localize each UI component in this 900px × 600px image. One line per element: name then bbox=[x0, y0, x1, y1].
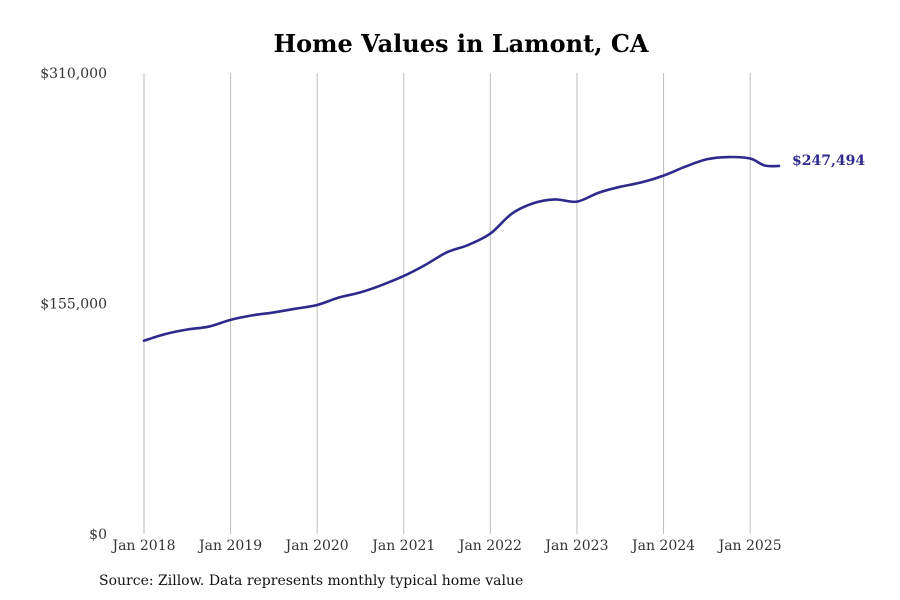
source-note: Source: Zillow. Data represents monthly … bbox=[99, 573, 524, 589]
x-axis-ticks: Jan 2018 Jan 2019 Jan 2020 Jan 2021 Jan 2022… bbox=[110, 538, 781, 554]
y-tick-label: $0 bbox=[89, 527, 107, 543]
home-value-line bbox=[142, 155, 781, 342]
x-tick-label: Jan 2018 bbox=[110, 538, 175, 554]
x-tick-label: Jan 2024 bbox=[630, 538, 695, 554]
x-tick-label: Jan 2019 bbox=[197, 538, 262, 554]
x-tick-label: Jan 2023 bbox=[543, 538, 608, 554]
grid-lines bbox=[143, 73, 751, 534]
y-tick-label: $310,000 bbox=[40, 66, 107, 82]
chart-title: Home Values in Lamont, CA bbox=[273, 29, 648, 58]
x-tick-label: Jan 2025 bbox=[717, 538, 782, 554]
y-tick-label: $155,000 bbox=[40, 297, 107, 313]
y-axis-ticks: $0 $155,000 $310,000 bbox=[40, 66, 107, 543]
x-tick-label: Jan 2020 bbox=[284, 538, 349, 554]
end-value-label: $247,494 bbox=[792, 153, 865, 169]
x-tick-label: Jan 2021 bbox=[370, 538, 435, 554]
x-tick-label: Jan 2022 bbox=[457, 538, 522, 554]
